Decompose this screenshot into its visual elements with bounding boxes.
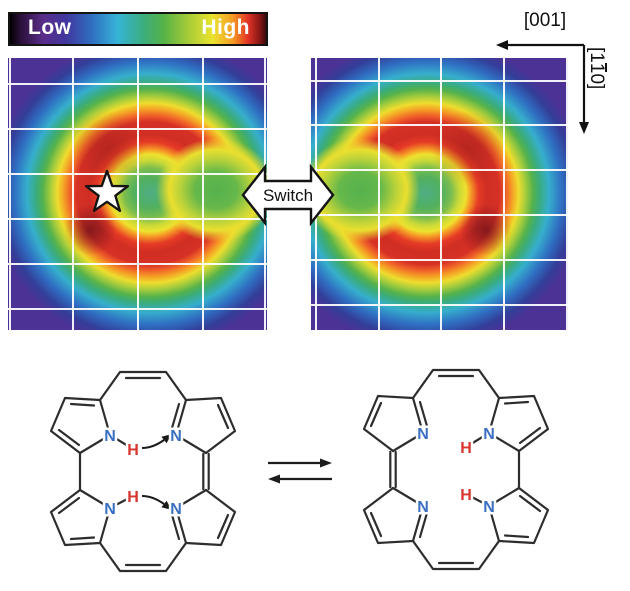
colorbar-low-label: Low (28, 16, 72, 40)
grid-line-horizontal (311, 169, 568, 171)
grid-line-horizontal (8, 173, 267, 175)
grid-line-horizontal (8, 263, 267, 265)
molecule-right: N N N N H H (362, 368, 550, 571)
grid-line-vertical (503, 58, 505, 330)
stm-image-right (311, 58, 568, 330)
stm-image-left (8, 58, 267, 330)
grid-line-vertical (72, 58, 74, 330)
nitrogen-label: N (417, 426, 429, 443)
grid-line-horizontal (311, 80, 568, 82)
nitrogen-label: N (104, 501, 116, 518)
hydrogen-label: H (127, 489, 139, 506)
grid-line-horizontal (8, 83, 267, 85)
equilibrium-arrows-icon (268, 458, 332, 484)
nitrogen-label: N (170, 428, 182, 445)
colorbar-high-label: High (201, 16, 250, 40)
hydrogen-label: H (460, 487, 472, 504)
grid-line-vertical (378, 58, 380, 330)
molecule-left-skeleton (49, 370, 237, 573)
grid-line-horizontal (8, 128, 267, 130)
switch-arrow: Switch (241, 163, 335, 227)
colorbar: Low High (8, 12, 268, 46)
switch-label: Switch (263, 186, 313, 205)
molecule-right-atom-labels: N N N N H H (415, 424, 498, 519)
nitrogen-label: N (483, 499, 495, 516)
stm-right-gridlines (311, 58, 568, 330)
axes-arrows-icon (496, 40, 589, 134)
nitrogen-label: N (104, 428, 116, 445)
nitrogen-label: N (417, 499, 429, 516)
molecule-left-tautomerization-arrows (141, 434, 172, 510)
molecule-right-skeleton (362, 368, 550, 571)
grid-line-horizontal (311, 124, 568, 126)
grid-line-vertical (202, 58, 204, 330)
star-marker-icon (84, 169, 130, 212)
grid-line-horizontal (311, 304, 568, 306)
grid-line-horizontal (8, 218, 267, 220)
grid-line-horizontal (8, 308, 267, 310)
grid-line-vertical (137, 58, 139, 330)
hydrogen-label: H (127, 442, 139, 459)
axis-001-label: [001] (523, 10, 567, 31)
switch-arrow-shape (241, 163, 335, 227)
grid-line-horizontal (311, 259, 568, 261)
grid-line-vertical (9, 58, 11, 330)
grid-line-vertical (440, 58, 442, 330)
molecule-left-atom-labels: N N N N H H (102, 426, 185, 521)
nitrogen-label: N (483, 426, 495, 443)
stm-left-gridlines (8, 58, 267, 330)
grid-line-vertical (566, 58, 568, 330)
molecule-left: N N N N H H (49, 370, 237, 573)
nitrogen-label: N (170, 501, 182, 518)
hydrogen-label: H (460, 440, 472, 457)
axis-arrow-lines (496, 40, 589, 134)
grid-line-horizontal (311, 214, 568, 216)
